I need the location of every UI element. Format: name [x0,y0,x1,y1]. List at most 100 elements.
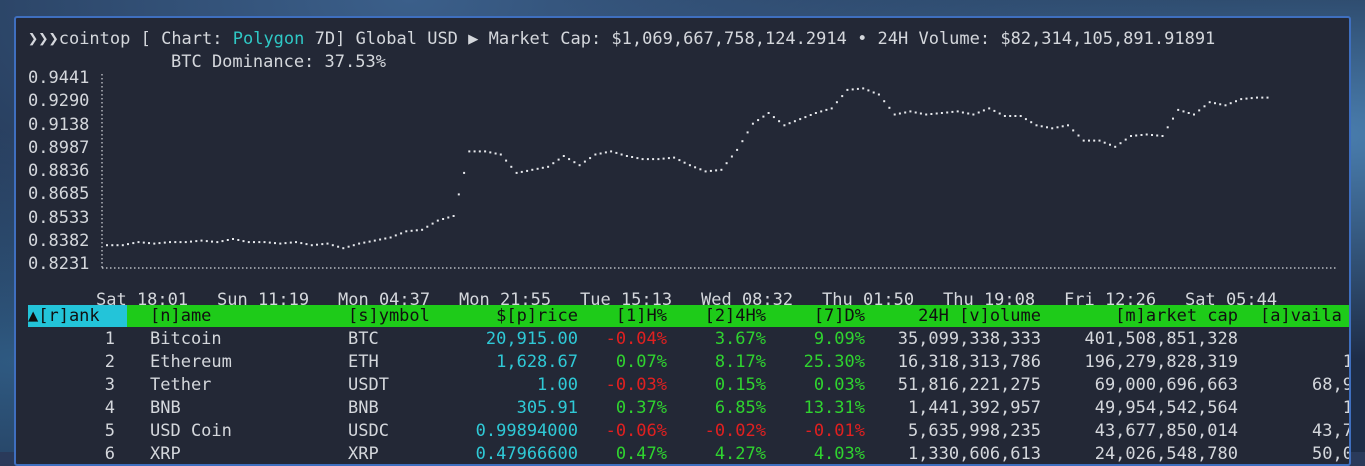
table-header: ▲[r]ank [n]ame [s]ymbol $[p]rice [1]H% [… [28,305,1349,327]
terminal-window[interactable]: ❯❯❯cointop [ Chart: Polygon 7D] Global U… [14,16,1351,466]
chart-point [820,110,823,113]
chart-point [888,106,891,109]
chart-point [442,218,445,220]
chart-point [484,150,487,153]
chart-point [883,100,886,103]
change-7d-cell: 25.30% [803,352,865,372]
table-row[interactable]: 2 Ethereum ETH 1,628.67 0.07% 8.17% 25.30% 16,3… [28,351,1349,374]
chart-point [1061,125,1064,128]
sort-symbol[interactable]: [s]ymbol [348,306,430,326]
chart-point [793,120,796,123]
chart-point [174,241,177,244]
chart-point [631,156,634,158]
chart-point [153,242,156,245]
chart-point [620,153,623,156]
chart-point [305,243,308,246]
chart-point [914,111,917,114]
chart-point [1114,145,1117,148]
rank-cell: 1 [104,329,115,349]
chart-point [132,242,135,245]
chart-point [1077,134,1080,137]
chart-point [1051,127,1054,130]
rank-cell: 6 [104,444,115,464]
chart-point [405,230,408,233]
chart-point [1166,126,1169,129]
chart-point [463,171,466,174]
symbol-cell: ETH [348,352,379,372]
sort-price[interactable]: $[p]rice [496,306,578,326]
chart-point [583,160,586,163]
chart-point [578,164,581,167]
chart-point [1019,115,1022,117]
change-24h-cell: 0.15% [714,375,766,395]
change-24h-cell: 6.85% [714,398,766,418]
chart-point [1224,104,1227,107]
y-tick-label: 0.8231 [28,254,90,274]
chart-point [389,236,392,239]
sort-volume[interactable]: 24H [v]olume [918,306,1041,326]
price-chart [101,74,1336,269]
chart-point [452,215,455,217]
chart-point [1035,124,1038,127]
sort-1h[interactable]: [1]H% [615,306,667,326]
chart-point [982,109,985,112]
chart-point [258,241,261,244]
chart-point [877,93,880,96]
chart-point [767,112,770,114]
sort-24h[interactable]: [2]4H% [704,306,766,326]
chart-point [1172,117,1174,120]
table-row[interactable]: 1 Bitcoin BTC 20,915.00 -0.04% 3.67% 9.09% 35,0… [28,328,1349,351]
chart-point [394,234,397,237]
chart-point [725,162,728,165]
sort-available[interactable]: [a]vaila [1260,306,1342,326]
available-supply-cell [1260,328,1349,351]
chart-point [557,158,560,161]
table-row[interactable]: 5 USD Coin USDC 0.99894000 -0.06% -0.02% -0.01… [28,420,1349,443]
chart-point [547,165,550,168]
chart-point [615,151,618,154]
table-row[interactable]: 3 Tether USDT 1.00 -0.03% 0.15% 0.03% 51,816,22… [28,374,1351,397]
chart-point [956,110,959,113]
available-supply-cell: 1 [1260,397,1349,420]
chart-point [841,95,844,98]
table-row[interactable]: 6 XRP XRP 0.47966600 0.47% 4.27% 4.03% 1,330,60… [28,443,1349,464]
app-name: cointop [58,29,131,49]
chart-point [730,155,733,158]
chart-point [510,165,513,168]
chart-point [1187,112,1190,114]
y-tick-label: 0.9138 [28,114,90,135]
chart-point [169,241,171,244]
chart-point [295,241,297,244]
symbol-cell: USDT [348,375,389,395]
chart-point [1229,102,1232,105]
chart-point [1156,134,1159,137]
chart-point [904,111,907,114]
sort-rank[interactable]: ▲[r]ank [28,305,127,327]
chart-point [804,116,807,119]
chart-point [1072,129,1075,132]
sort-7d[interactable]: [7]D% [813,306,865,326]
chart-point [1250,97,1253,100]
chart-point [788,122,791,125]
sort-market-cap[interactable]: [m]arket cap [1115,306,1238,326]
chart-point [284,242,287,245]
change-1h-cell: 0.37% [615,398,667,418]
price-cell: 0.99894000 [475,421,578,441]
chart-point [316,243,318,246]
chart-point [268,241,271,244]
chart-point [1240,98,1243,101]
chart-point [636,157,639,160]
chart-point [1151,134,1153,136]
price-cell: 20,915.00 [485,329,578,349]
available-supply-cell: 68,9 [1312,375,1351,395]
chart-point [757,119,760,122]
chart-point [751,122,754,125]
chart-point [426,225,429,228]
chart-point [799,118,802,121]
chart-point [205,240,208,243]
chart-point [972,113,975,116]
sort-name[interactable]: [n]ame [150,306,212,326]
chart-point [541,166,544,169]
table-row[interactable]: 4 BNB BNB 305.91 0.37% 6.85% 13.31% 1,441,392,9… [28,397,1349,420]
chart-point [998,112,1001,115]
